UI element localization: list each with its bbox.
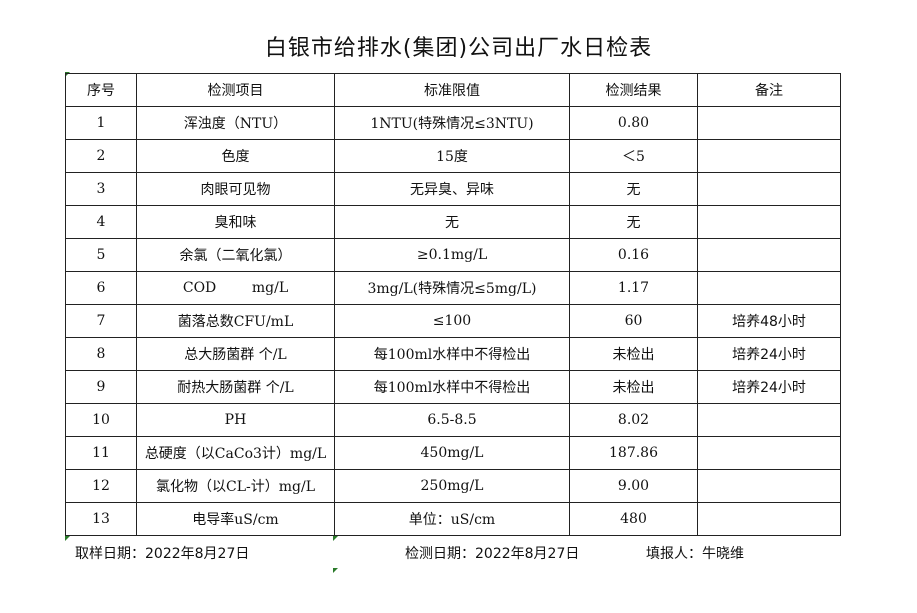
test-item-cell: 臭和味: [136, 205, 335, 239]
test-item-cell: 总大肠菌群 个/L: [136, 337, 335, 371]
page-title: 白银市给排水(集团)公司出厂水日检表: [264, 36, 653, 61]
row-number-cell: 13: [65, 502, 137, 536]
table-row: 12 氯化物（以CL-计）mg/L 250mg/L 9.00: [65, 469, 841, 503]
test-result-cell: 未检出: [569, 370, 698, 404]
table-row: 3 肉眼可见物 无异臭、异味无: [65, 172, 841, 206]
table-row: 5 余氯（二氧化氯） ≥0.1mg/L 0.16: [65, 238, 841, 272]
inspection-table: 序号 检测项目 标准限值 检测结果 备注 1 浑浊度（NTU） 1NTU(特殊情况≤…: [65, 73, 841, 536]
test-result-cell: 无: [569, 205, 698, 239]
remark-cell: 培养24小时: [697, 370, 841, 404]
remark-cell: [697, 436, 841, 470]
row-number-cell: 8: [65, 337, 137, 371]
reporter: 填报人：牛晓维: [646, 546, 744, 562]
test-item-cell: 肉眼可见物: [136, 172, 335, 206]
standard-limit-cell: 3mg/L(特殊情况≤5mg/L): [334, 271, 570, 305]
test-result-cell: ＜5: [569, 139, 698, 173]
row-number-cell: 11: [65, 436, 137, 470]
test-item-cell: 色度: [136, 139, 335, 173]
test-date: 检测日期：2022年8月27日: [405, 546, 580, 562]
sampling-date: 取样日期：2022年8月27日: [75, 546, 250, 562]
test-result-cell: 0.16: [569, 238, 698, 272]
row-number-cell: 6: [65, 271, 137, 305]
test-result-cell: 0.80: [569, 106, 698, 140]
remark-cell: [697, 502, 841, 536]
test-item-cell: 总硬度（以CaCo3计）mg/L: [136, 436, 335, 470]
remark-cell: [697, 139, 841, 173]
header-cell: 检测项目: [136, 73, 335, 107]
test-result-cell: 无: [569, 172, 698, 206]
standard-limit-cell: ≤100: [334, 304, 570, 338]
row-number-cell: 2: [65, 139, 137, 173]
table-row: 6 COD mg/L 3mg/L(特殊情况≤5mg/L) 1.17: [65, 271, 841, 305]
remark-cell: [697, 403, 841, 437]
test-result-cell: 187.86: [569, 436, 698, 470]
test-result-cell: 9.00: [569, 469, 698, 503]
remark-cell: [697, 106, 841, 140]
table-header-row: 序号 检测项目 标准限值 检测结果 备注: [65, 73, 841, 107]
standard-limit-cell: 每100ml水样中不得检出: [334, 337, 570, 371]
row-number-cell: 7: [65, 304, 137, 338]
row-number-cell: 10: [65, 403, 137, 437]
table-row: 4 臭和味无无: [65, 205, 841, 239]
remark-cell: [697, 238, 841, 272]
row-number-cell: 3: [65, 172, 137, 206]
test-result-cell: 60: [569, 304, 698, 338]
standard-limit-cell: 6.5-8.5: [334, 403, 570, 437]
cell-marker: [333, 568, 338, 573]
table-row: 2 色度 15度 ＜5: [65, 139, 841, 173]
standard-limit-cell: 无异臭、异味: [334, 172, 570, 206]
header-cell: 序号: [65, 73, 137, 107]
remark-cell: [697, 205, 841, 239]
test-result-cell: 480: [569, 502, 698, 536]
header-cell: 检测结果: [569, 73, 698, 107]
standard-limit-cell: 450mg/L: [334, 436, 570, 470]
remark-cell: [697, 469, 841, 503]
test-result-cell: 8.02: [569, 403, 698, 437]
row-number-cell: 9: [65, 370, 137, 404]
row-number-cell: 12: [65, 469, 137, 503]
standard-limit-cell: 250mg/L: [334, 469, 570, 503]
header-cell: 标准限值: [334, 73, 570, 107]
table-row: 7 菌落总数CFU/mL ≤100 60 培养48小时: [65, 304, 841, 338]
remark-cell: [697, 271, 841, 305]
remark-cell: 培养24小时: [697, 337, 841, 371]
row-number-cell: 5: [65, 238, 137, 272]
standard-limit-cell: ≥0.1mg/L: [334, 238, 570, 272]
test-item-cell: 余氯（二氧化氯）: [136, 238, 335, 272]
table-row: 8 总大肠菌群 个/L 每100ml水样中不得检出 未检出 培养24小时: [65, 337, 841, 371]
cell-marker: [65, 536, 70, 541]
table-row: 11 总硬度（以CaCo3计）mg/L 450mg/L 187.86: [65, 436, 841, 470]
table-row: 1 浑浊度（NTU） 1NTU(特殊情况≤3NTU) 0.80: [65, 106, 841, 140]
test-result-cell: 1.17: [569, 271, 698, 305]
cell-marker: [333, 536, 338, 541]
remark-cell: 培养48小时: [697, 304, 841, 338]
table-row: 9 耐热大肠菌群 个/L 每100ml水样中不得检出 未检出 培养24小时: [65, 370, 841, 404]
table-row: 10 PH 6.5-8.5 8.02: [65, 403, 841, 437]
test-item-cell: 浑浊度（NTU）: [136, 106, 335, 140]
test-item-cell: PH: [136, 403, 335, 437]
standard-limit-cell: 1NTU(特殊情况≤3NTU): [334, 106, 570, 140]
test-item-cell: 电导率uS/cm: [136, 502, 335, 536]
standard-limit-cell: 15度: [334, 139, 570, 173]
test-result-cell: 未检出: [569, 337, 698, 371]
standard-limit-cell: 无: [334, 205, 570, 239]
test-item-cell: COD mg/L: [136, 271, 335, 305]
table-row: 13 电导率uS/cm 单位：uS/cm 480: [65, 502, 841, 536]
test-item-cell: 氯化物（以CL-计）mg/L: [136, 469, 335, 503]
header-cell: 备注: [697, 73, 841, 107]
remark-cell: [697, 172, 841, 206]
standard-limit-cell: 每100ml水样中不得检出: [334, 370, 570, 404]
standard-limit-cell: 单位：uS/cm: [334, 502, 570, 536]
row-number-cell: 1: [65, 106, 137, 140]
test-item-cell: 菌落总数CFU/mL: [136, 304, 335, 338]
test-item-cell: 耐热大肠菌群 个/L: [136, 370, 335, 404]
row-number-cell: 4: [65, 205, 137, 239]
